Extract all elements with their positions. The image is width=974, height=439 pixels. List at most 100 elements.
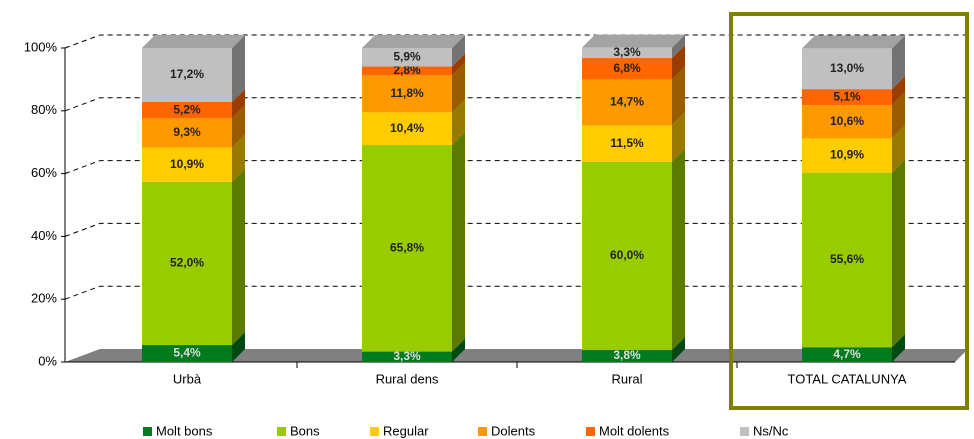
- bar-segment: [582, 350, 672, 362]
- value-label: 60,0%: [610, 248, 644, 262]
- x-tick-label: Rural: [611, 371, 642, 386]
- bar-segment: [582, 161, 672, 351]
- value-label: 5,2%: [173, 102, 201, 116]
- x-tick-label: TOTAL CATALUNYA: [788, 371, 907, 386]
- x-tick-label: Rural dens: [376, 371, 439, 386]
- value-label: 17,2%: [170, 67, 204, 81]
- bar-top: [582, 34, 685, 48]
- legend-label: Dolents: [491, 423, 536, 438]
- value-label: 10,9%: [170, 157, 204, 171]
- bar-top: [142, 35, 245, 48]
- value-label: 4,7%: [833, 347, 861, 361]
- legend-swatch: [143, 427, 152, 436]
- bar-segment: [362, 112, 452, 146]
- y-tick-label: 20%: [31, 291, 57, 306]
- bar-segment: [802, 89, 892, 106]
- bar-side: [232, 35, 245, 103]
- y-tick-label: 100%: [24, 39, 58, 54]
- bar-segment: [582, 58, 672, 80]
- y-tick-label: 40%: [31, 228, 57, 243]
- bar-side: [452, 53, 465, 76]
- bar-side: [452, 132, 465, 352]
- bar-segment: [142, 118, 232, 148]
- bar-side: [452, 35, 465, 67]
- bar-side: [672, 112, 685, 162]
- y-tick-label: 0%: [38, 353, 57, 368]
- bar-side: [452, 62, 465, 113]
- bar-side: [672, 45, 685, 80]
- bar-side: [232, 105, 245, 148]
- bar-segment: [142, 147, 232, 182]
- y-tick-label: 60%: [31, 165, 57, 180]
- value-label: 3,3%: [613, 45, 641, 59]
- legend-swatch: [740, 427, 749, 436]
- bar-side: [892, 76, 905, 106]
- bar-side: [672, 66, 685, 126]
- bar-segment: [582, 79, 672, 126]
- bar-segment: [362, 145, 452, 352]
- legend-label: Regular: [383, 423, 429, 438]
- legend-label: Ns/Nc: [753, 423, 789, 438]
- bar-side: [672, 148, 685, 351]
- bar-side: [892, 159, 905, 348]
- value-label: 2,8%: [393, 63, 421, 77]
- bar-side: [892, 92, 905, 139]
- value-label: 9,3%: [173, 125, 201, 139]
- bar-side: [232, 332, 245, 362]
- legend-swatch: [478, 427, 487, 436]
- value-label: 52,0%: [170, 256, 204, 270]
- value-label: 55,6%: [830, 252, 864, 266]
- legend-swatch: [586, 427, 595, 436]
- bar-segment: [142, 48, 232, 103]
- bar-segment: [142, 181, 232, 346]
- legend-swatch: [277, 427, 286, 436]
- x-tick-label: Urbà: [173, 371, 202, 386]
- value-label: 11,8%: [390, 86, 424, 100]
- bar-segment: [802, 172, 892, 348]
- value-label: 10,4%: [390, 121, 424, 135]
- y-tick-label: 80%: [31, 102, 57, 117]
- bar-side: [672, 34, 685, 59]
- bar-segment: [582, 47, 672, 59]
- bar-segment: [582, 125, 672, 162]
- value-label: 5,9%: [393, 49, 421, 63]
- bar-segment: [142, 345, 232, 362]
- value-label: 13,0%: [830, 61, 864, 75]
- bar-segment: [802, 48, 892, 90]
- value-label: 3,8%: [613, 348, 641, 362]
- bar-side: [452, 338, 465, 362]
- bar-segment: [362, 66, 452, 76]
- value-label: 6,8%: [613, 61, 641, 75]
- value-label: 11,5%: [610, 136, 644, 150]
- bar-segment: [802, 105, 892, 139]
- bar-side: [232, 89, 245, 119]
- value-label: 10,9%: [830, 148, 864, 162]
- value-label: 5,4%: [173, 346, 201, 360]
- bar-segment: [142, 102, 232, 119]
- bar-segment: [362, 351, 452, 362]
- bar-segment: [362, 48, 452, 67]
- bar-side: [892, 125, 905, 173]
- bar-side: [232, 168, 245, 346]
- bar-segment: [802, 347, 892, 362]
- bar-top: [362, 35, 465, 48]
- bar-segment: [802, 138, 892, 173]
- floor: [65, 349, 968, 362]
- bar-side: [892, 35, 905, 90]
- bar-side: [452, 99, 465, 146]
- bar-side: [892, 334, 905, 362]
- legend-label: Molt dolents: [599, 423, 670, 438]
- value-label: 5,1%: [833, 89, 861, 103]
- bar-top: [802, 35, 905, 49]
- highlight-frame: [729, 12, 969, 410]
- value-label: 14,7%: [610, 95, 644, 109]
- legend-swatch: [370, 427, 379, 436]
- bar-side: [232, 134, 245, 182]
- value-label: 65,8%: [390, 241, 424, 255]
- value-label: 10,6%: [830, 114, 864, 128]
- bar-segment: [362, 75, 452, 113]
- value-label: 3,3%: [393, 349, 421, 363]
- bar-side: [672, 337, 685, 362]
- legend-label: Bons: [290, 423, 320, 438]
